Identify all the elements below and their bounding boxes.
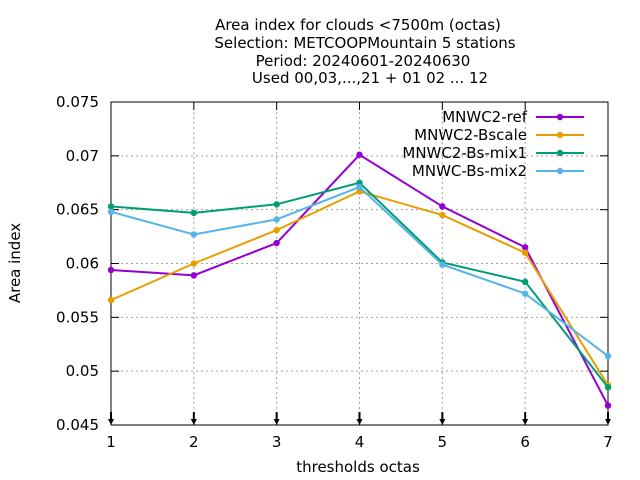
data-point <box>273 216 280 223</box>
data-point <box>521 244 529 251</box>
y-axis-label: Area index <box>6 223 24 303</box>
data-point <box>439 261 446 268</box>
title-line: Selection: METCOOPMountain 5 stations <box>214 34 515 52</box>
x-tick-label: 3 <box>272 433 282 451</box>
legend-marker <box>556 113 564 121</box>
data-point <box>107 296 115 304</box>
data-point <box>356 151 363 158</box>
x-arrow-head <box>356 419 363 425</box>
legend-label: MNWC2-ref <box>442 108 527 126</box>
y-tick-label: 0.05 <box>66 362 99 380</box>
y-tick-label: 0.055 <box>56 308 99 326</box>
data-point <box>273 226 280 234</box>
series-group <box>107 151 612 409</box>
data-point <box>107 203 115 210</box>
x-arrow-head <box>439 419 446 425</box>
data-point <box>273 201 280 208</box>
y-tick-label: 0.075 <box>56 93 99 111</box>
data-point <box>190 231 198 238</box>
data-point <box>521 278 529 286</box>
x-arrow-head <box>273 419 280 425</box>
legend-marker <box>556 131 564 139</box>
data-point <box>521 290 529 297</box>
x-tick-label: 4 <box>355 433 365 451</box>
data-point <box>604 402 612 409</box>
x-tick-label: 6 <box>520 433 530 451</box>
title-line: Area index for clouds <7500m (octas) <box>215 16 501 34</box>
data-point <box>439 203 446 210</box>
y-tick-label: 0.045 <box>56 416 99 434</box>
x-tick-label: 5 <box>438 433 448 451</box>
legend-marker <box>556 167 564 175</box>
data-point <box>273 239 280 247</box>
data-point <box>521 249 529 256</box>
legend: MNWC2-refMNWC2-BscaleMNWC2-Bs-mix1MNWC-B… <box>402 108 584 180</box>
axis-ticks: 0.045 0.05 0.055 0.06 0.065 0.07 0.075 1 2 3 4 5 6 7 <box>56 93 613 451</box>
data-point <box>604 352 612 360</box>
x-tick-label: 2 <box>189 433 199 451</box>
title-line: Period: 20240601-20240630 <box>256 52 471 70</box>
x-arrow-head <box>108 419 114 425</box>
legend-label: MNWC-Bs-mix2 <box>412 162 527 180</box>
y-tick-label: 0.065 <box>56 201 99 219</box>
y-tick-label: 0.07 <box>66 147 99 165</box>
data-point <box>190 260 198 267</box>
data-point <box>190 272 198 279</box>
x-arrow-head <box>522 419 529 425</box>
chart-title: Area index for clouds <7500m (octas) Sel… <box>214 16 515 87</box>
data-point <box>107 208 115 216</box>
legend-label: MNWC2-Bs-mix1 <box>402 144 527 162</box>
legend-marker <box>556 149 564 157</box>
data-point <box>190 209 198 217</box>
data-point <box>356 183 363 191</box>
x-tick-label: 7 <box>603 433 613 451</box>
data-point <box>439 211 446 219</box>
data-point <box>107 266 115 274</box>
data-point <box>604 384 612 391</box>
x-axis-label: thresholds octas <box>296 458 420 476</box>
x-tick-label: 1 <box>106 433 116 451</box>
x-arrow-head <box>605 419 611 425</box>
y-tick-label: 0.06 <box>66 255 99 273</box>
legend-label: MNWC2-Bscale <box>414 126 527 144</box>
x-arrow-head <box>190 419 197 425</box>
title-line: Used 00,03,...,21 + 01 02 ... 12 <box>252 69 488 87</box>
